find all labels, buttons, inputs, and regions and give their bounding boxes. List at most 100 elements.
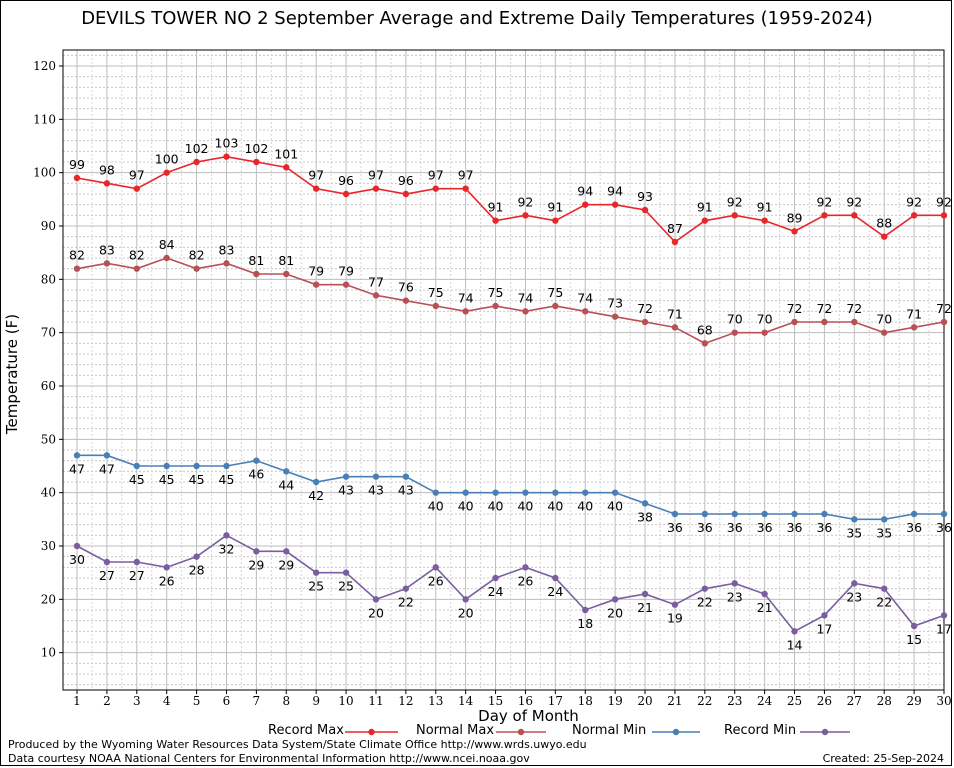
- data-label: 36: [936, 520, 952, 535]
- chart-title: DEVILS TOWER NO 2 September Average and …: [81, 8, 873, 29]
- data-label: 103: [215, 136, 239, 151]
- data-point: [193, 265, 200, 272]
- series-line: [77, 454, 944, 521]
- data-label: 97: [129, 168, 145, 183]
- data-point: [492, 489, 499, 496]
- x-tick-label: 4: [163, 694, 171, 708]
- data-point: [103, 180, 111, 187]
- data-label: 82: [69, 248, 85, 263]
- data-point: [342, 190, 350, 198]
- data-label: 21: [637, 600, 653, 615]
- data-point: [791, 228, 798, 235]
- y-axis-label: Temperature (F): [3, 314, 21, 435]
- data-point: [761, 510, 768, 518]
- data-label: 26: [517, 573, 533, 588]
- data-label: 36: [727, 520, 743, 535]
- data-label: 24: [547, 584, 563, 599]
- series-normal-max: 82 83 82 84 82 83 81 81 79 79 77 76 75 74 75 74 75 74 73 72…: [69, 237, 952, 347]
- data-point: [253, 158, 260, 166]
- x-tick-label: 25: [787, 694, 802, 708]
- x-axis-label: Day of Month: [478, 707, 579, 725]
- data-point: [312, 569, 320, 576]
- data-point: [163, 462, 170, 470]
- data-label: 40: [607, 499, 623, 514]
- footer-produced-by: Produced by the Wyoming Water Resources …: [8, 738, 587, 751]
- data-label: 92: [816, 194, 832, 209]
- data-label: 97: [458, 168, 474, 183]
- data-label: 27: [129, 568, 145, 583]
- data-point: [492, 217, 499, 224]
- data-label: 17: [936, 621, 952, 636]
- data-label: 36: [906, 520, 922, 535]
- y-tick-label: 100: [33, 166, 56, 180]
- x-tick-label: 5: [193, 694, 201, 708]
- data-label: 83: [99, 242, 115, 257]
- data-point: [283, 548, 290, 555]
- x-tick-label: 29: [906, 694, 921, 708]
- data-point: [73, 542, 81, 550]
- x-tick-label: 14: [458, 694, 474, 708]
- data-point: [133, 185, 140, 192]
- data-point: [641, 590, 649, 598]
- x-tick-label: 11: [368, 694, 383, 708]
- data-label: 83: [219, 242, 235, 257]
- data-label: 20: [607, 605, 623, 620]
- data-label: 84: [159, 237, 175, 252]
- data-point: [402, 297, 410, 304]
- data-label: 94: [577, 184, 593, 199]
- series-layer: 99 98 97 100 102 103 102 101 97 96 97 96 97 97 91 92 91 9…: [69, 136, 952, 653]
- data-label: 14: [787, 637, 803, 652]
- data-label: 101: [274, 146, 298, 161]
- data-label: 81: [248, 253, 264, 268]
- data-point: [701, 217, 709, 224]
- data-point: [372, 185, 380, 192]
- data-label: 72: [637, 301, 653, 316]
- x-tick-label: 22: [697, 694, 712, 708]
- data-label: 99: [69, 157, 85, 172]
- series-normal-min: 47 47 45 45 45 45 46 44 42 43 43 43 40 40 40 40 40 40 40 38…: [69, 452, 952, 540]
- data-point: [910, 510, 918, 518]
- data-label: 45: [189, 472, 205, 487]
- data-point: [851, 580, 858, 587]
- data-label: 92: [936, 194, 952, 209]
- series-line: [76, 155, 944, 244]
- data-point: [611, 489, 619, 496]
- x-tick-label: 10: [338, 694, 353, 708]
- data-label: 76: [398, 280, 414, 295]
- data-label: 72: [936, 301, 952, 316]
- data-point: [611, 313, 619, 320]
- data-label: 68: [697, 322, 713, 337]
- data-label: 40: [547, 499, 563, 514]
- legend-marker: [672, 728, 680, 736]
- data-label: 32: [219, 541, 235, 556]
- x-tick-label: 21: [667, 694, 682, 708]
- minor-grid: [63, 50, 944, 690]
- x-tick-label: 12: [398, 694, 413, 708]
- x-tick-label: 6: [223, 694, 231, 708]
- data-label: 45: [219, 472, 235, 487]
- x-tick-label: 7: [253, 694, 261, 708]
- data-label: 92: [517, 194, 533, 209]
- data-label: 73: [607, 296, 623, 311]
- data-label: 72: [846, 301, 862, 316]
- legend-item: Record Max: [268, 723, 398, 738]
- data-label: 40: [428, 499, 444, 514]
- data-label: 45: [159, 472, 175, 487]
- data-label: 35: [876, 525, 892, 540]
- data-point: [881, 585, 888, 592]
- y-tick-label: 80: [41, 272, 56, 286]
- data-point: [522, 564, 529, 571]
- data-label: 40: [458, 499, 474, 514]
- legend-marker: [517, 728, 525, 736]
- data-point: [342, 473, 350, 480]
- data-point: [701, 340, 709, 347]
- legend-marker: [821, 728, 829, 736]
- data-label: 82: [189, 248, 205, 263]
- data-point: [432, 489, 439, 496]
- data-point: [522, 212, 529, 219]
- data-point: [582, 489, 589, 496]
- x-tick-label: 8: [282, 694, 290, 708]
- data-point: [432, 564, 439, 571]
- data-label: 102: [244, 141, 268, 156]
- data-label: 22: [876, 595, 892, 610]
